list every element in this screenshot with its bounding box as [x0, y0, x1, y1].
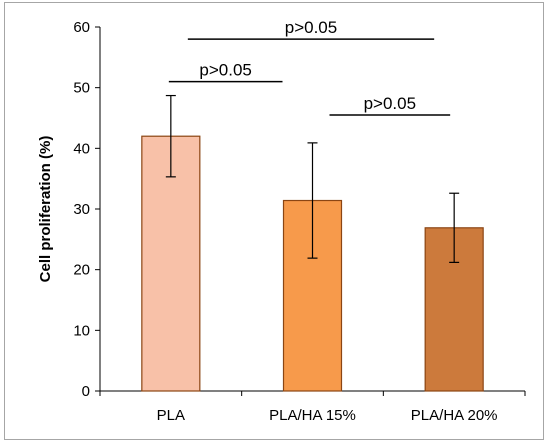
bars: PLA PLA/HA 15% PLA/HA 20% [141, 94, 498, 424]
y-tick-label: 0 [82, 383, 90, 400]
significance-label-1: p>0.05 [285, 18, 337, 37]
significance-annotations: p>0.05 p>0.05 p>0.05 [168, 18, 451, 116]
significance-label-3: p>0.05 [364, 94, 416, 113]
y-tick-label: 10 [73, 322, 90, 339]
significance-label-2: p>0.05 [199, 61, 251, 80]
y-tick-label: 50 [73, 80, 90, 97]
y-tick-label: 40 [73, 140, 90, 157]
x-tick-label: PLA [157, 407, 185, 424]
y-tick-label: 30 [73, 201, 90, 218]
x-tick-label: PLA/HA 20% [411, 407, 498, 424]
y-axis-label: Cell proliferation (%) [37, 136, 54, 283]
bar-1 [141, 135, 201, 392]
y-tick-label: 20 [73, 262, 90, 279]
y-tick-label: 60 [73, 19, 90, 36]
x-tick-label: PLA/HA 15% [269, 407, 356, 424]
